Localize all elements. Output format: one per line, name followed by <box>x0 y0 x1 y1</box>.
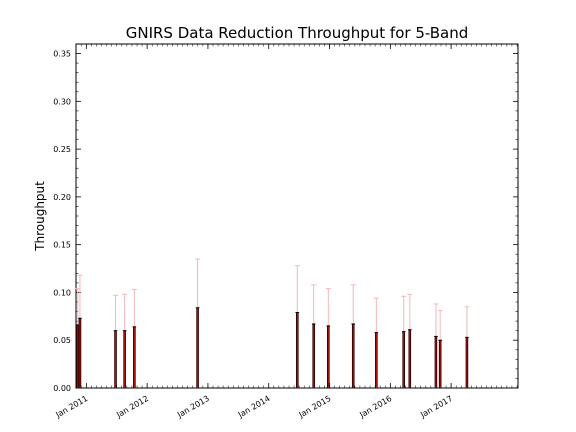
x-tick-label: Jan 2016 <box>357 394 393 420</box>
y-axis-label: Throughput <box>33 181 47 252</box>
y-tick-label: 0.15 <box>53 241 71 250</box>
y-tick-label: 0.35 <box>53 50 71 59</box>
x-tick-label: Jan 2014 <box>236 394 272 420</box>
y-tick-label: 0.05 <box>53 336 71 345</box>
x-tick-label: Jan 2017 <box>418 394 454 420</box>
y-tick-label: 0.10 <box>53 288 71 297</box>
y-tick-label: 0.20 <box>53 193 71 202</box>
y-tick-label: 0.30 <box>53 97 71 106</box>
plot-area: 0.00 0.05 0.10 0.15 0.20 0.25 0.30 0.35 Jan 2011… <box>53 43 519 420</box>
x-tick-label: Jan 2011 <box>53 394 89 420</box>
chart-title: GNIRS Data Reduction Throughput for 5-Ba… <box>126 24 469 42</box>
y-tick-label: 0.25 <box>53 145 71 154</box>
x-tick-label: Jan 2015 <box>297 394 333 420</box>
x-tick-label: Jan 2013 <box>175 394 211 420</box>
y-tick-label: 0.00 <box>53 384 71 393</box>
x-tick-label: Jan 2012 <box>114 394 150 420</box>
